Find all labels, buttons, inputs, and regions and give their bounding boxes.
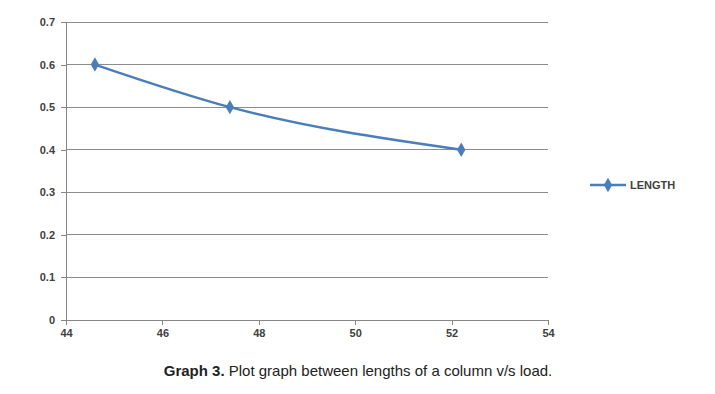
grid-line xyxy=(66,234,548,235)
tick: 46 xyxy=(157,320,169,339)
tick-mark xyxy=(452,320,453,325)
grid-line xyxy=(66,320,548,321)
grid-line xyxy=(66,149,548,150)
tick-mark xyxy=(61,22,66,23)
tick-mark xyxy=(61,65,66,66)
tick: 0.5 xyxy=(40,101,66,113)
title-part: Plot graph between lengths of a column v… xyxy=(225,362,553,379)
axis-line xyxy=(67,320,549,321)
tick: 0 xyxy=(49,314,66,326)
tick-label: 0.7 xyxy=(40,16,55,28)
chart-svg: 44 46 48 50 52 54 0 0.1 0.2 0.3 0.4 0.5 0.6 0.7 LENGTH… xyxy=(0,0,715,394)
tick-label: 0.6 xyxy=(40,59,55,71)
tick: 44 xyxy=(60,320,73,339)
tick-mark xyxy=(61,320,66,321)
chart-title: Graph 3. Plot graph between lengths of a… xyxy=(164,362,553,379)
tick-label: 0.1 xyxy=(40,271,55,283)
title-part: Graph 3. xyxy=(164,362,225,379)
tick-mark xyxy=(162,320,163,325)
tick-label: 0 xyxy=(49,314,55,326)
tick-label: 44 xyxy=(60,327,73,339)
tick-label: 46 xyxy=(157,327,169,339)
grid-line xyxy=(66,107,548,108)
tick: 0.2 xyxy=(40,229,66,241)
tick-mark xyxy=(259,320,260,325)
tick-mark xyxy=(61,107,66,108)
legend: LENGTH xyxy=(590,178,675,192)
grid xyxy=(66,22,548,320)
tick-label: 54 xyxy=(542,327,555,339)
tick-label: 50 xyxy=(350,327,362,339)
tick: 0.7 xyxy=(40,16,66,28)
tick-label: 52 xyxy=(446,327,458,339)
grid-line xyxy=(66,64,548,65)
tick-label: 48 xyxy=(253,327,265,339)
tick-mark xyxy=(66,320,67,325)
plot-area xyxy=(91,57,466,157)
grid-line xyxy=(66,277,548,278)
tick: 0.1 xyxy=(40,271,66,283)
tick-label: 0.3 xyxy=(40,186,55,198)
grid-line xyxy=(66,192,548,193)
x-axis: 44 46 48 50 52 54 xyxy=(60,320,555,339)
tick-label: 0.4 xyxy=(40,144,56,156)
tick: 0.3 xyxy=(40,186,66,198)
series-marker xyxy=(91,57,99,71)
tick: 48 xyxy=(253,320,265,339)
axis-line xyxy=(66,23,67,321)
chart-container: 44 46 48 50 52 54 0 0.1 0.2 0.3 0.4 0.5 0.6 0.7 LENGTH… xyxy=(0,0,715,394)
grid-line xyxy=(66,22,548,23)
legend-item: LENGTH xyxy=(590,178,675,192)
legend-marker xyxy=(604,178,612,192)
tick-mark xyxy=(61,150,66,151)
tick-label: 0.2 xyxy=(40,229,55,241)
series-marker xyxy=(226,100,234,114)
tick-mark xyxy=(61,235,66,236)
tick: 0.6 xyxy=(40,59,66,71)
legend-label: LENGTH xyxy=(630,179,675,191)
tick-label: 0.5 xyxy=(40,101,55,113)
tick-mark xyxy=(61,192,66,193)
tick: 0.4 xyxy=(40,144,66,156)
y-axis: 0 0.1 0.2 0.3 0.4 0.5 0.6 0.7 xyxy=(40,16,67,326)
tick: 52 xyxy=(446,320,458,339)
tick: 54 xyxy=(542,320,555,339)
series-marker xyxy=(457,143,465,157)
series-line xyxy=(95,65,461,150)
tick-mark xyxy=(61,277,66,278)
tick-mark xyxy=(355,320,356,325)
tick-mark xyxy=(548,320,549,325)
tick: 50 xyxy=(350,320,362,339)
